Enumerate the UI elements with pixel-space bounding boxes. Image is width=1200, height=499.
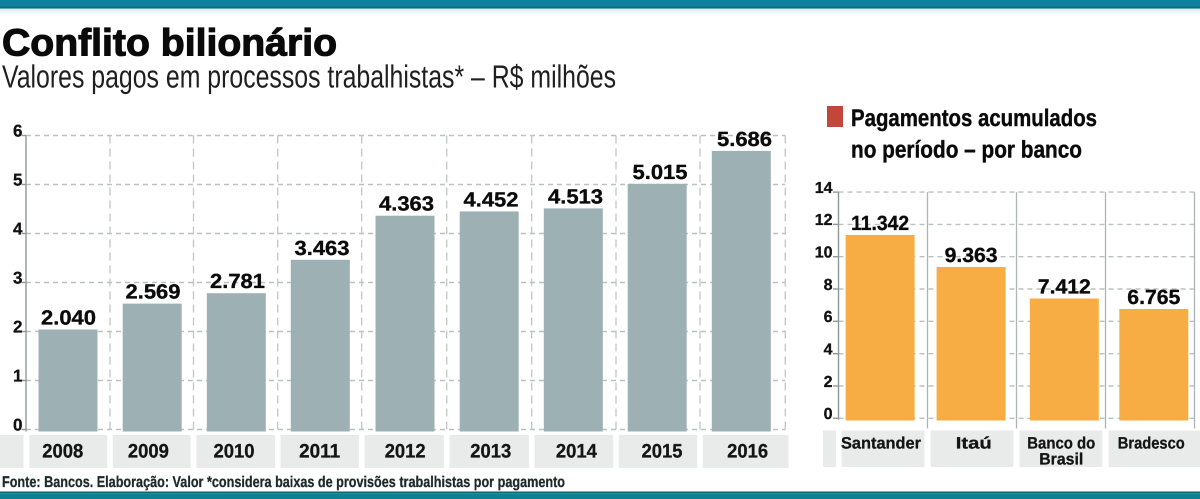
svg-text:0: 0 (824, 406, 833, 423)
svg-text:2010: 2010 (214, 441, 255, 463)
svg-text:Fonte: Bancos. Elaboração: Val: Fonte: Bancos. Elaboração: Valor *consid… (2, 474, 565, 491)
svg-text:2.781: 2.781 (210, 270, 265, 293)
svg-text:14: 14 (815, 180, 833, 197)
svg-text:5: 5 (13, 171, 22, 190)
svg-text:4.513: 4.513 (548, 185, 603, 208)
svg-text:10: 10 (815, 245, 833, 262)
svg-text:4: 4 (824, 342, 833, 359)
svg-text:11.342: 11.342 (851, 212, 909, 235)
svg-text:6.765: 6.765 (1127, 286, 1180, 309)
svg-text:5.015: 5.015 (633, 161, 688, 184)
svg-text:2016: 2016 (727, 441, 768, 463)
svg-text:6: 6 (13, 122, 22, 141)
svg-text:2009: 2009 (128, 441, 169, 463)
svg-text:Brasil: Brasil (1039, 451, 1083, 469)
svg-text:no período – por banco: no período – por banco (851, 137, 1082, 164)
svg-text:2013: 2013 (470, 441, 511, 463)
svg-text:2.040: 2.040 (41, 307, 96, 330)
svg-text:6: 6 (824, 309, 833, 326)
svg-text:Itaú: Itaú (956, 435, 992, 453)
svg-text:Valores pagos em processos tra: Valores pagos em processos trabalhistas*… (2, 59, 616, 95)
svg-text:Conflito bilionário: Conflito bilionário (2, 23, 337, 65)
svg-text:Santander: Santander (841, 435, 922, 453)
svg-text:4: 4 (13, 220, 23, 239)
svg-text:2014: 2014 (556, 441, 597, 463)
svg-text:3: 3 (13, 269, 22, 288)
svg-text:2015: 2015 (642, 441, 683, 463)
svg-text:2008: 2008 (42, 441, 83, 463)
svg-text:3.463: 3.463 (295, 237, 350, 260)
svg-text:8: 8 (824, 277, 833, 294)
svg-text:2.569: 2.569 (126, 281, 181, 304)
svg-text:4.452: 4.452 (464, 188, 519, 211)
svg-text:5.686: 5.686 (717, 128, 772, 151)
svg-text:2012: 2012 (385, 441, 426, 463)
svg-text:0: 0 (13, 416, 22, 435)
svg-text:7.412: 7.412 (1038, 276, 1091, 299)
svg-text:12: 12 (815, 212, 833, 229)
svg-text:Pagamentos acumulados: Pagamentos acumulados (851, 105, 1097, 132)
svg-text:2: 2 (13, 318, 22, 337)
svg-text:Bradesco: Bradesco (1118, 435, 1185, 453)
svg-text:2011: 2011 (299, 441, 340, 463)
svg-text:2: 2 (824, 374, 833, 391)
svg-text:4.363: 4.363 (379, 193, 434, 216)
svg-text:1: 1 (13, 367, 22, 386)
svg-text:9.363: 9.363 (945, 244, 998, 267)
svg-text:Banco do: Banco do (1027, 435, 1095, 453)
